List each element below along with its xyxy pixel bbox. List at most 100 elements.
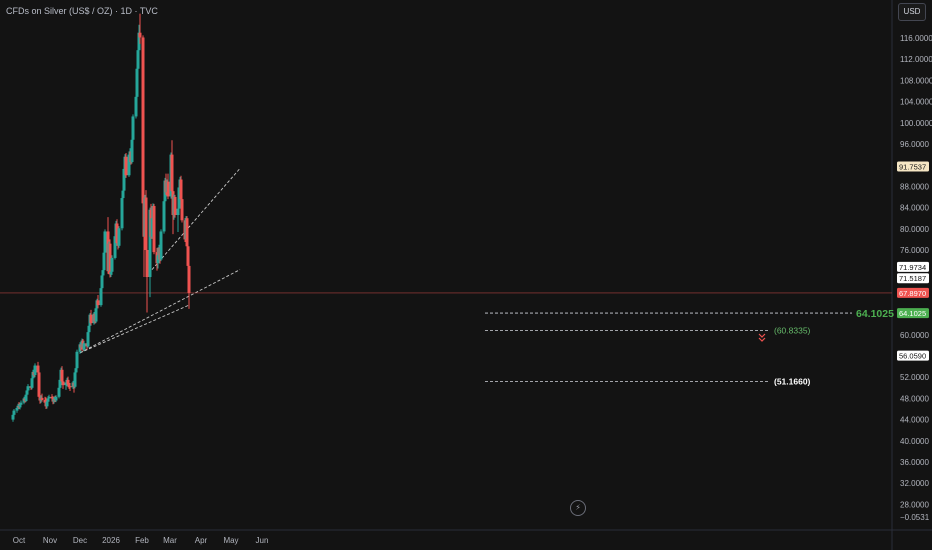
- candle-body: [11, 414, 15, 420]
- candle: [78, 342, 82, 354]
- price-tag-label: 64.1025: [899, 309, 926, 318]
- candle: [137, 24, 141, 59]
- trendlines: [79, 168, 241, 354]
- y-tick-label: 88.0000: [900, 182, 929, 191]
- candle: [96, 295, 100, 309]
- candle-body: [19, 402, 23, 405]
- price-tag: 71.5187: [897, 273, 929, 284]
- candle-body: [12, 410, 16, 415]
- candle: [135, 66, 139, 99]
- candle-body: [37, 372, 41, 397]
- candle-body: [177, 187, 181, 209]
- x-tick-label: 2026: [102, 536, 120, 545]
- candle-body: [47, 396, 51, 399]
- candle: [122, 166, 126, 193]
- replay-icon[interactable]: ⚡: [570, 500, 586, 516]
- candle-body: [24, 394, 28, 402]
- y-tick-label: 28.0000: [900, 500, 929, 509]
- y-tick-label: 36.0000: [900, 458, 929, 467]
- candle: [159, 229, 163, 262]
- candle: [177, 184, 181, 211]
- price-tag: 67.8970: [897, 287, 929, 298]
- candle: [124, 153, 128, 178]
- price-tag: 64.1025: [897, 308, 929, 319]
- candle-body: [122, 168, 126, 191]
- level-label-target1: (60.8335): [774, 325, 811, 335]
- candle: [67, 380, 71, 389]
- candle: [68, 383, 72, 391]
- currency-button[interactable]: USD: [898, 3, 926, 21]
- candle-body: [159, 231, 163, 260]
- level-label-main: 64.1025: [856, 308, 894, 320]
- candle-body: [152, 206, 156, 253]
- candle-body: [131, 116, 135, 140]
- y-tick-label: 108.0000: [900, 76, 932, 85]
- candle-body: [117, 228, 121, 246]
- candle: [115, 219, 119, 246]
- candle-body: [141, 37, 145, 204]
- candle-body: [25, 390, 29, 395]
- candle: [26, 384, 30, 394]
- candle: [131, 114, 135, 142]
- candle-body: [138, 32, 142, 38]
- price-tag-box: [897, 287, 929, 298]
- y-tick-label: 100.0000: [900, 119, 932, 128]
- y-tick-label: 44.0000: [900, 416, 929, 425]
- candle: [40, 393, 44, 402]
- price-tag-box: [897, 350, 929, 361]
- candle-body: [176, 208, 180, 216]
- candle: [86, 330, 90, 348]
- candle-body: [74, 368, 78, 373]
- candle: [117, 226, 121, 248]
- candle: [185, 216, 189, 249]
- candle-body: [166, 181, 170, 197]
- y-tick-label: 32.0000: [900, 479, 929, 488]
- annotations: 64.1025 (60.8335) (51.1660): [758, 308, 894, 387]
- y-tick-label: 112.0000: [900, 55, 932, 64]
- candle-body: [162, 201, 166, 232]
- candle-body: [137, 32, 141, 51]
- x-tick-label: Mar: [163, 536, 177, 545]
- candle: [173, 194, 177, 218]
- y-tick-label: 116.0000: [900, 34, 932, 43]
- candle-body: [173, 197, 177, 216]
- candle: [103, 229, 107, 255]
- y-tick-label: 80.0000: [900, 225, 929, 234]
- x-tick-label: Dec: [73, 536, 87, 545]
- chevron-down-icon: [758, 337, 766, 342]
- price-axis: 116.0000 112.0000 108.0000 104.0000 100.0000…: [900, 34, 932, 522]
- candle-body: [86, 332, 90, 347]
- candle-body: [130, 139, 134, 163]
- candle-body: [186, 246, 190, 266]
- price-tags: 91.7537 71.9734 71.5187 67.8970 64.1025 56.05…: [897, 161, 929, 361]
- candle-body: [73, 372, 77, 387]
- candle: [145, 239, 149, 313]
- x-tick-label: Nov: [43, 536, 57, 545]
- candle-body: [145, 250, 149, 278]
- candle-body: [46, 398, 50, 402]
- candle: [24, 393, 28, 403]
- candle-body: [45, 401, 49, 407]
- candle-body: [75, 351, 79, 369]
- candle-body: [99, 288, 103, 306]
- candle: [61, 378, 65, 389]
- level-label-target2: (51.1660): [774, 377, 811, 387]
- candle: [110, 255, 114, 275]
- candle-body: [94, 308, 98, 322]
- candle-body: [103, 231, 107, 253]
- price-tag-box: [897, 161, 929, 172]
- candle: [130, 137, 134, 164]
- candle: [89, 309, 93, 326]
- candle-body: [64, 382, 68, 386]
- candle: [99, 286, 103, 307]
- chevron-down-icon: [758, 333, 766, 342]
- candle: [19, 400, 23, 407]
- candle-body: [33, 365, 37, 376]
- y-tick-label: 40.0000: [900, 437, 929, 446]
- x-tick-label: Oct: [13, 536, 26, 545]
- candle-body: [136, 50, 140, 69]
- candle: [186, 244, 190, 269]
- candle: [136, 48, 140, 71]
- candle: [150, 215, 154, 239]
